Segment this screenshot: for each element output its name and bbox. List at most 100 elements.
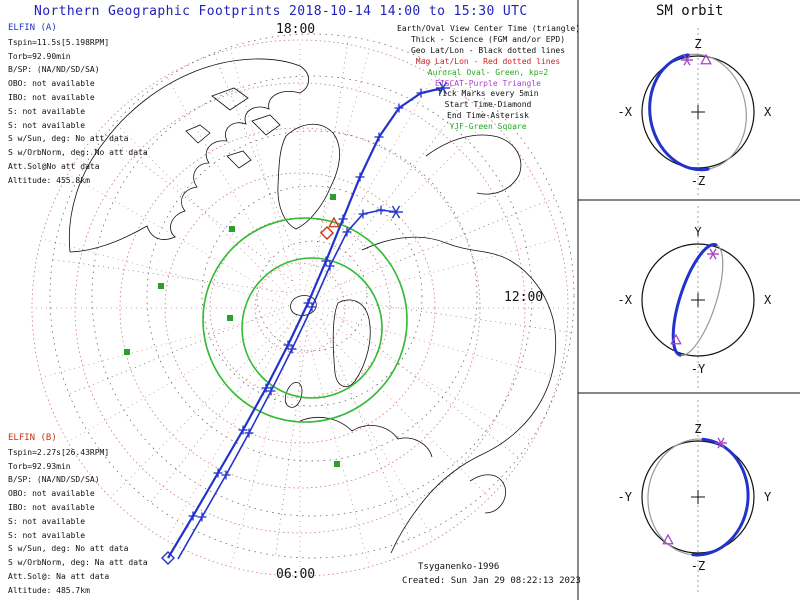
mag-grid-circle — [164, 172, 436, 444]
coastline-path — [332, 299, 371, 387]
elfin-a-info-line: S: not available — [8, 106, 86, 116]
axis-label: -X — [618, 105, 633, 119]
yjf-site-square — [158, 283, 164, 289]
axis-label: -X — [618, 293, 633, 307]
yjf-site-square — [334, 461, 340, 467]
triangle-marker — [328, 216, 340, 228]
elfin-a-info-line: IBO: not available — [8, 92, 95, 102]
mag-grid-radial — [67, 316, 285, 443]
elfin-a-info-line: Tspin=11.5s[5.198RPM] — [8, 37, 110, 47]
mag-grid-circle — [74, 82, 526, 534]
orbit-farside-arc — [679, 244, 724, 357]
axis-label: Y — [764, 490, 772, 504]
geo-grid-radial — [68, 305, 289, 395]
legend-item: Tick Marks every 5min — [437, 89, 539, 99]
footprint-track — [177, 209, 397, 560]
elfin-a-info-line: Altitude: 455.8km — [8, 175, 90, 185]
elfin-a-header: ELFIN (A) — [8, 23, 57, 33]
legend-item: Geo Lat/Lon - Black dotted lines — [410, 45, 566, 55]
earth-circle — [641, 243, 755, 357]
legend-item: Thick - Science (FGM and/or EPD) — [410, 34, 566, 44]
elfin-b-info-block: ELFIN (B) Tspin=2.27s[26.43RPM] Torb=92.… — [8, 432, 148, 598]
axis-label: -Y — [691, 362, 706, 376]
axis-label: X — [764, 105, 772, 119]
coastline-path — [361, 236, 557, 554]
axis-label: Z — [694, 422, 701, 436]
mlt-label-18: 18:00 — [276, 22, 316, 37]
axis-label: -Y — [618, 490, 633, 504]
legend-item: EISCAT-Purple Triangle — [435, 78, 541, 88]
legend-item: Earth/Oval View Center Time (triangle) — [397, 24, 581, 33]
geo-grid-circle — [201, 185, 423, 407]
sm-orbit-plots: Z -Z -X X Y -Y -X X Z -Z -Y Y — [618, 28, 772, 592]
mag-grid-radial — [315, 316, 533, 443]
geo-grid-radial — [321, 319, 411, 540]
orbit-science-arc — [691, 437, 750, 557]
elfin-a-info-line: S w/Sun, deg: No att data — [8, 134, 129, 144]
elfin-b-info-line: Altitude: 485.7km — [8, 585, 90, 595]
coastline-path — [68, 58, 310, 253]
orbit-science-arc — [648, 53, 710, 172]
coastline-path — [277, 123, 340, 230]
asterisk-marker — [683, 54, 691, 66]
model-label: Tsyganenko-1996 — [418, 562, 500, 572]
page-title: Northern Geographic Footprints 2018-10-1… — [34, 4, 528, 19]
footprint-overlay — [124, 81, 450, 565]
axis-label: X — [764, 293, 772, 307]
orbit-farside-arc — [647, 438, 704, 556]
elfin-b-info-line: S: not available — [8, 530, 86, 540]
mag-grid-radial — [41, 238, 283, 304]
coastline-path — [299, 417, 433, 458]
map-graticule — [31, 33, 575, 577]
geo-grid-circle — [49, 33, 575, 559]
coastline-path — [469, 474, 506, 514]
elfin-b-info-line: Torb=92.93min — [8, 461, 71, 471]
coastline-path — [290, 295, 317, 316]
legend-item: Start Time-Diamond — [444, 100, 532, 110]
earth-circle — [641, 55, 755, 169]
footprint-track — [167, 86, 444, 559]
geo-grid-radial — [52, 259, 288, 293]
sm-orbit-title: SM orbit — [656, 3, 724, 19]
legend-item: YJF-Green Square — [449, 122, 527, 132]
axis-label: Y — [694, 225, 702, 239]
mag-grid-radial — [165, 323, 292, 541]
mag-grid-radial — [317, 238, 559, 304]
geo-grid-circle — [146, 130, 478, 462]
elfin-b-info-line: Tspin=2.27s[26.43RPM] — [8, 447, 110, 457]
legend-item: Auroral Oval- Green, kp=2 — [427, 67, 549, 77]
asterisk-marker — [391, 205, 401, 219]
diamond-marker — [161, 551, 175, 565]
geo-grid-circle — [91, 75, 533, 517]
mag-grid-radial — [308, 75, 435, 293]
triangle-marker — [662, 533, 674, 545]
mag-grid-radial — [304, 325, 370, 567]
geo-grid-radial — [275, 320, 309, 556]
mlt-label-12: 12:00 — [504, 290, 544, 305]
elfin-a-info-line: OBO: not available — [8, 79, 95, 89]
yjf-site-square — [124, 349, 130, 355]
panel-separators — [577, 0, 800, 600]
earth-circle — [641, 440, 755, 554]
triangle-marker — [670, 333, 682, 345]
triangle-marker — [700, 53, 712, 65]
mag-grid-radial — [317, 312, 559, 378]
mag-grid-circle — [31, 39, 569, 577]
axis-label: -Z — [691, 174, 705, 188]
auroral-oval — [241, 257, 383, 399]
mag-grid-radial — [308, 323, 435, 541]
auroral-oval — [202, 217, 408, 423]
elfin-b-info-line: IBO: not available — [8, 502, 95, 512]
orbit-science-arc — [671, 243, 718, 357]
yjf-site-square — [330, 194, 336, 200]
elfin-b-info-line: Att.Sol@: Na att data — [8, 571, 110, 581]
coastline-path — [185, 124, 211, 144]
geo-grid-radial — [213, 52, 303, 273]
mag-grid-radial — [67, 173, 285, 300]
coastlines — [68, 58, 557, 554]
mag-grid-radial — [315, 173, 533, 300]
asterisk-marker — [709, 248, 717, 260]
elfin-a-info-line: S w/OrbNorm, deg: No att data — [8, 148, 148, 158]
yjf-site-square — [229, 226, 235, 232]
